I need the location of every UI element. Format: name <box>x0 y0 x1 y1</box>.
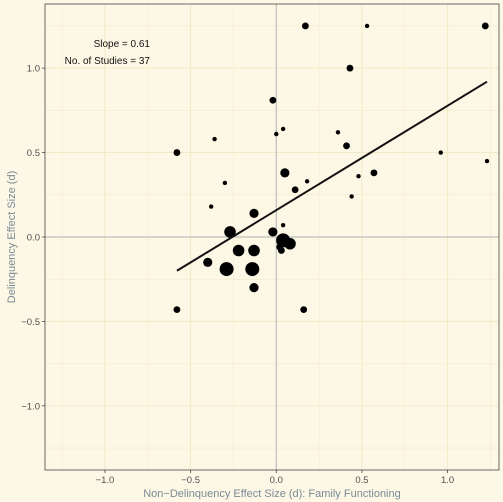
data-point <box>280 126 286 132</box>
data-point <box>232 244 245 257</box>
data-point <box>284 237 296 250</box>
data-point <box>248 244 260 257</box>
data-point <box>219 262 234 277</box>
data-point <box>356 174 361 179</box>
data-point <box>203 257 213 267</box>
x-tick-label: 0.5 <box>355 475 368 486</box>
slope-annotation: Slope = 0.61 <box>94 39 151 50</box>
data-point <box>300 306 308 314</box>
data-point <box>208 204 214 209</box>
data-point <box>304 179 310 184</box>
y-tick-label: −1.0 <box>21 401 40 412</box>
data-points <box>173 22 490 314</box>
data-point <box>249 283 259 293</box>
data-point <box>370 169 378 177</box>
y-tick-label: −0.5 <box>21 317 40 328</box>
y-tick-label: 1.0 <box>27 64 40 75</box>
study-count-annotation: No. of Studies = 37 <box>65 56 151 67</box>
x-tick-label: −1.0 <box>96 475 115 486</box>
data-point <box>224 226 236 238</box>
data-point <box>278 247 285 254</box>
data-point <box>268 227 278 237</box>
data-point <box>280 168 290 178</box>
data-point <box>274 131 279 137</box>
x-tick-label: 0.0 <box>270 475 283 486</box>
data-point <box>343 142 350 150</box>
regression-line <box>176 80 488 272</box>
data-point <box>364 23 370 29</box>
data-point <box>349 194 354 199</box>
data-point <box>222 180 228 186</box>
data-point <box>291 186 299 194</box>
data-point <box>438 150 443 155</box>
data-point <box>346 64 354 72</box>
data-point <box>280 222 286 228</box>
data-point <box>335 130 341 135</box>
data-point <box>245 262 260 277</box>
y-tick-label: 0.0 <box>27 233 40 244</box>
data-point <box>302 22 309 30</box>
zero-lines <box>45 4 499 470</box>
data-point <box>173 149 181 156</box>
axis-ticks: −1.0 −0.5 0.0 0.5 1.0 −1.0 −0.5 0.0 0.5 1.0 <box>21 64 454 486</box>
y-axis-title: Delinquency Effect Size (d) <box>6 171 18 303</box>
x-tick-label: 1.0 <box>441 475 454 486</box>
y-tick-label: 0.5 <box>27 148 40 159</box>
data-point <box>249 208 259 218</box>
x-tick-label: −0.5 <box>181 475 200 486</box>
data-point <box>484 158 490 164</box>
x-axis-title: Non−Delinquency Effect Size (d): Family … <box>143 488 401 500</box>
data-point <box>269 96 277 104</box>
data-point <box>173 306 181 314</box>
data-point <box>481 22 489 30</box>
data-point <box>212 136 217 142</box>
